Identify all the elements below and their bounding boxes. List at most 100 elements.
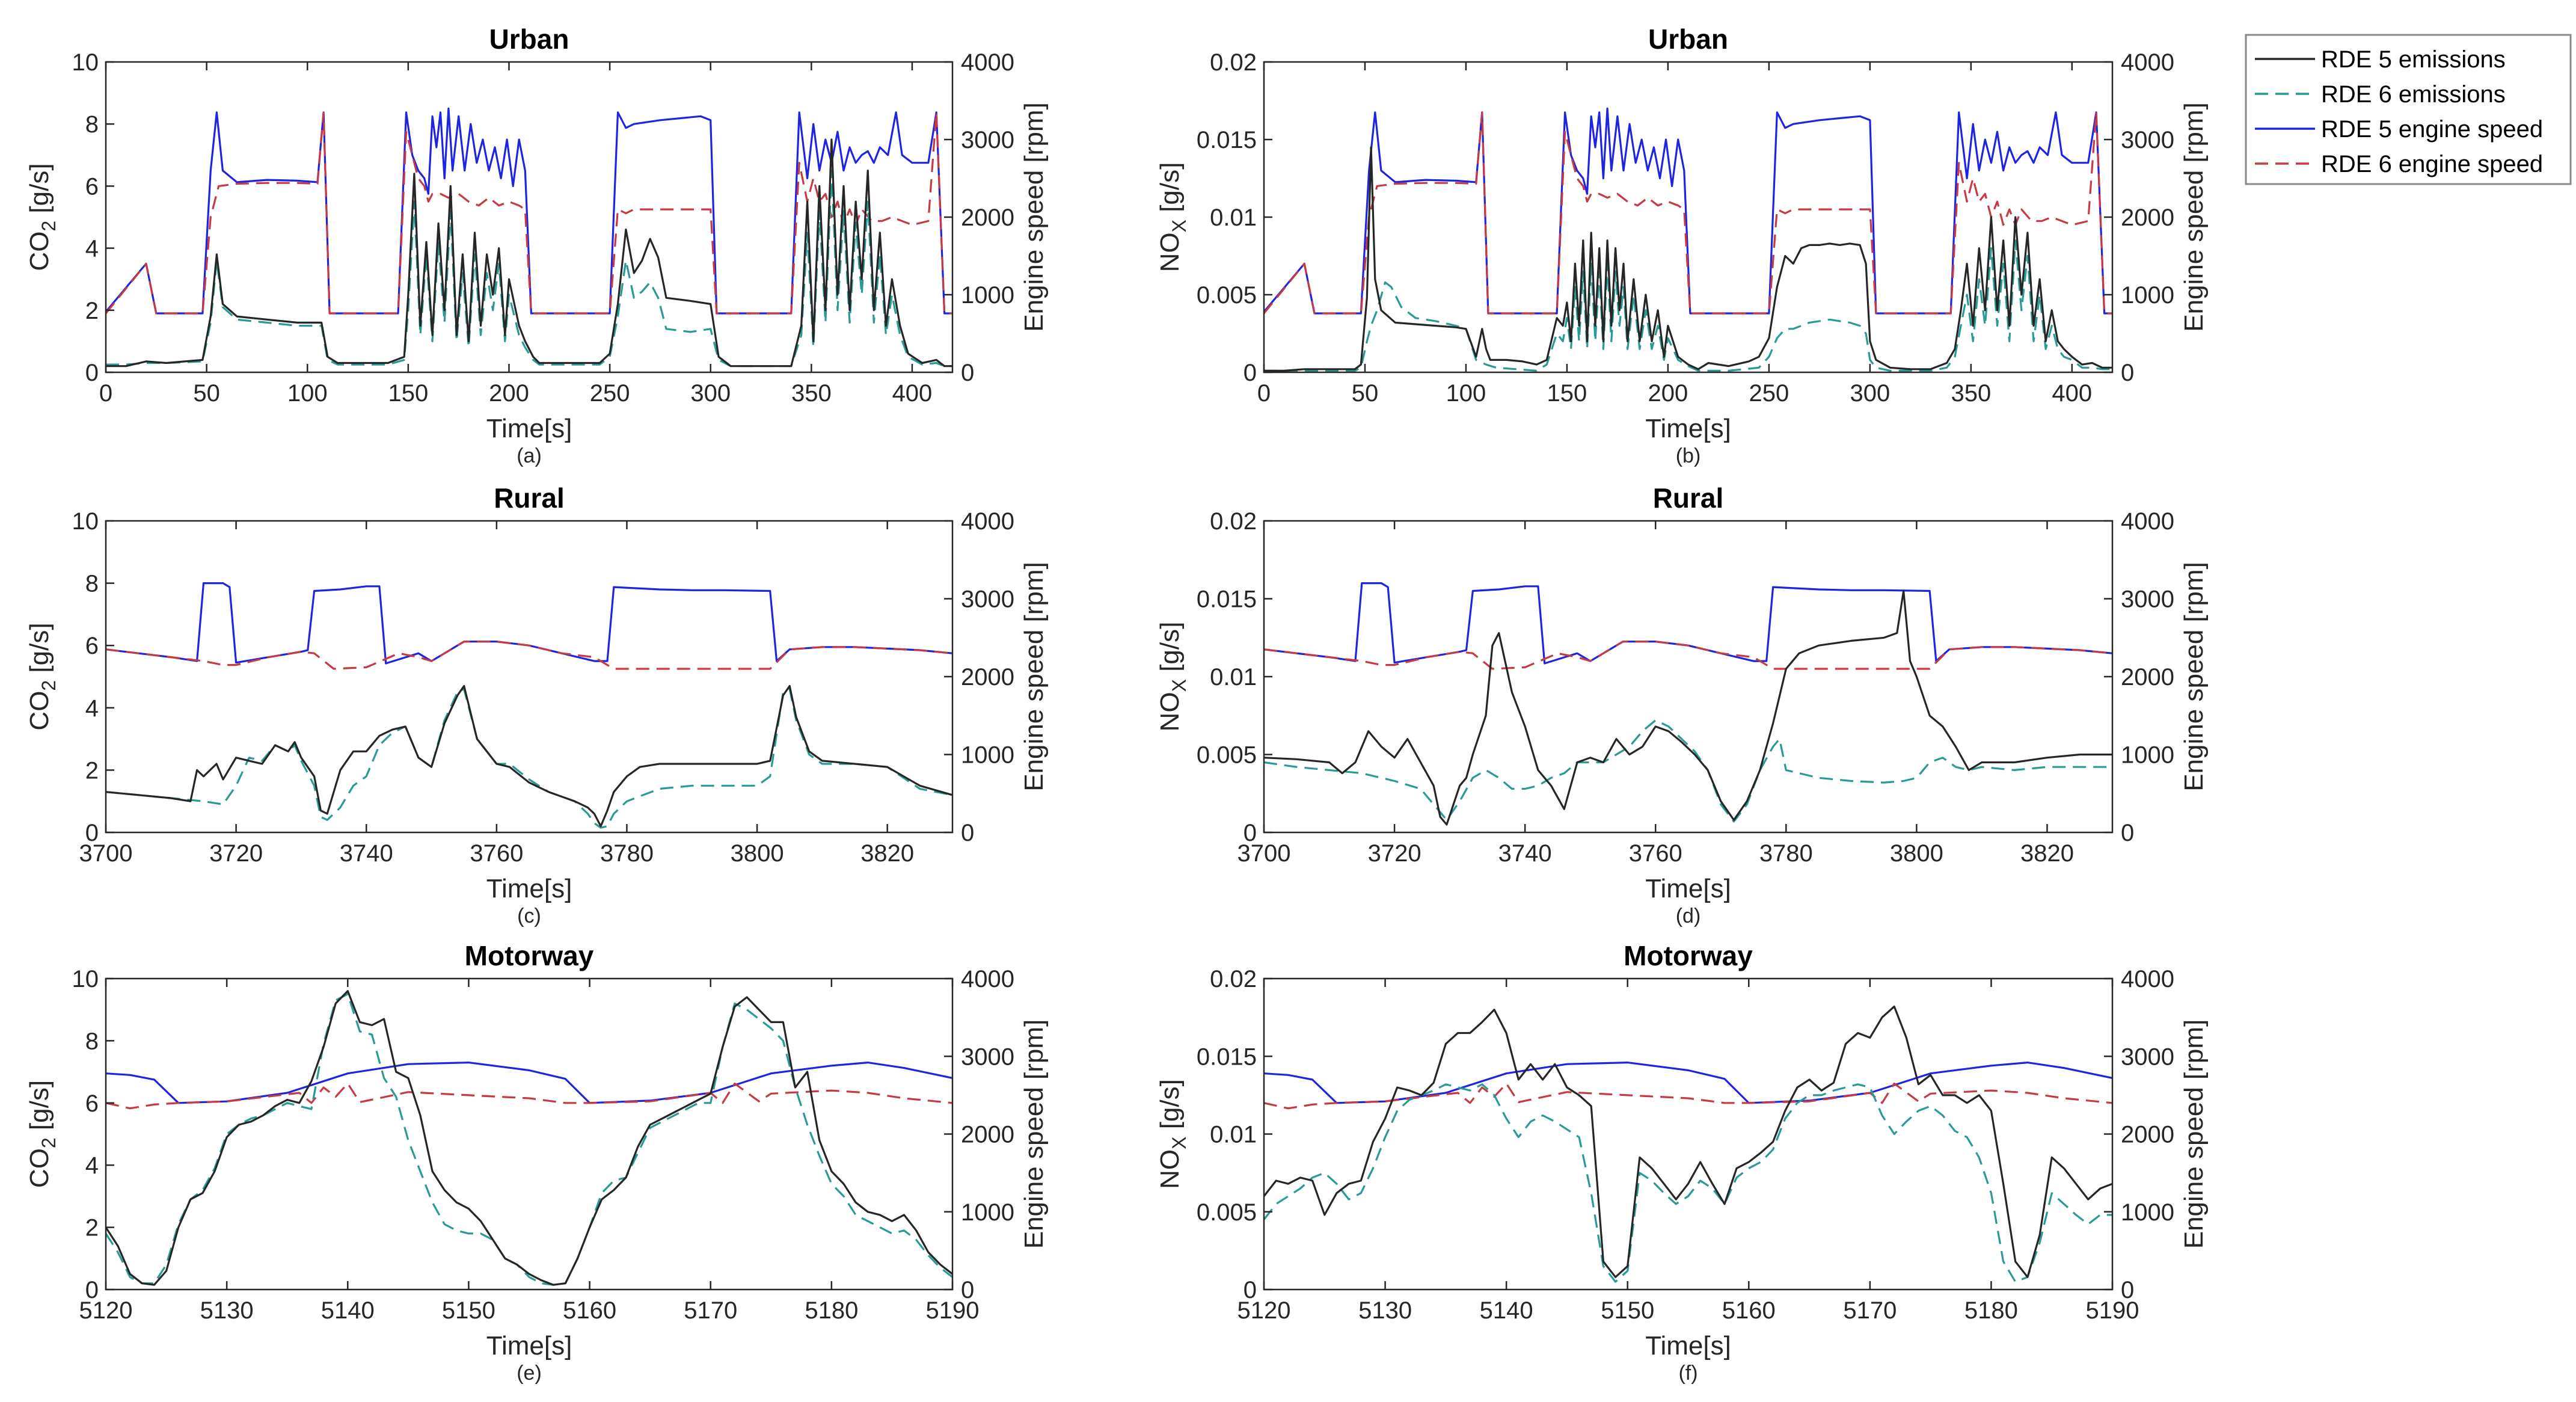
x-tick-label: 5130 [200,1297,254,1324]
plot-area [106,979,952,1290]
x-tick-label: 0 [1257,380,1271,407]
series-line-rde5-emissions [106,138,952,367]
x-axis-label: Time[s] [1645,874,1731,903]
series-line-rde6-emissions [106,993,952,1286]
y-tick-label-right: 0 [961,1277,974,1303]
x-tick-label: 3800 [731,840,784,867]
plot-area [1264,62,2112,372]
y-axis-label-right: Engine speed [rpm] [2179,102,2209,332]
y-tick-label-left: 0.01 [1210,204,1257,231]
series-line-rde6-emissions [1264,1083,2112,1283]
y-tick-label-left: 0 [1244,1277,1257,1303]
y-tick-label-right: 2000 [2121,204,2174,231]
series-line-rde6-engine-speed [106,1082,952,1110]
series-line-rde6-engine-speed [1264,641,2112,670]
y-tick-label-right: 3000 [961,586,1014,613]
x-tick-label: 5180 [1964,1297,2018,1324]
y-tick-label-left: 0.005 [1197,1199,1257,1226]
y-tick-label-right: 0 [2121,820,2134,846]
panels: 0 50 100 150 200 250 300 350 4000246810010002000… [25,23,2209,1385]
x-tick-label: 3800 [1890,840,1943,867]
x-tick-label: 400 [2052,380,2092,407]
x-tick-label: 5140 [1480,1297,1533,1324]
y-tick-label-left: 2 [85,757,99,784]
chart-title: Rural [494,482,565,514]
y-tick-label-left: 0 [1244,360,1257,386]
panel-f: 5120 5130 5140 5150 5160 5170 5180 519000.0050.… [1155,940,2209,1385]
y-tick-label-left: 6 [85,173,99,200]
y-tick-label-left: 0.005 [1197,742,1257,769]
x-tick-label: 300 [1850,380,1890,407]
series-line-rde6-emissions [1264,239,2112,372]
y-tick-label-right: 4000 [2121,508,2174,535]
x-tick-label: 5170 [1843,1297,1897,1324]
series-group [106,107,952,367]
x-tick-label: 350 [791,380,832,407]
y-tick-label-left: 0.015 [1197,586,1257,613]
chart-title: Motorway [1624,940,1753,971]
x-tick-label: 5190 [2086,1297,2139,1324]
x-axis-label: Time[s] [486,874,572,903]
y-tick-label-left: 4 [85,1152,99,1179]
y-tick-label-right: 3000 [961,1044,1014,1070]
x-tick-label: 5150 [1601,1297,1654,1324]
y-tick-label-right: 3000 [2121,586,2174,613]
chart-title: Motorway [465,940,594,971]
y-tick-label-right: 0 [961,820,974,846]
y-tick-label-right: 1000 [2121,282,2174,309]
y-tick-label-right: 0 [2121,1277,2134,1303]
x-tick-label: 3700 [79,840,133,867]
y-tick-label-right: 2000 [961,204,1014,231]
y-tick-label-left: 8 [85,1028,99,1054]
y-tick-label-left: 0 [1244,820,1257,846]
x-tick-label: 5190 [926,1297,980,1324]
panel-caption: (c) [517,905,541,927]
y-axis-label-left: NOX [g/s] [1155,162,1190,272]
x-tick-label: 5170 [684,1297,737,1324]
y-tick-label-left: 0.02 [1210,49,1257,76]
panel-d: 3700 3720 3740 3760 3780 3800 3820 0 0.005 0.01 0.… [1155,482,2209,927]
x-tick-label: 3780 [1759,840,1813,867]
y-tick-label-left: 4 [85,236,99,262]
y-tick-label-right: 4000 [2121,966,2174,992]
y-tick-label-left: 0.015 [1197,127,1257,153]
x-tick-label: 5180 [805,1297,858,1324]
legend-label-rde5-emissions: RDE 5 emissions [2321,46,2506,73]
x-tick-label: 150 [388,380,428,407]
y-axis-label-left: NOX [g/s] [1155,1079,1190,1189]
x-tick-label: 5120 [79,1297,133,1324]
y-tick-label-left: 8 [85,111,99,138]
x-tick-label: 3740 [340,840,393,867]
x-tick-label: 200 [489,380,529,407]
plot-area [106,62,952,372]
x-tick-label: 3720 [1368,840,1421,867]
y-tick-label-left: 0 [85,360,99,386]
y-tick-label-right: 4000 [961,508,1014,535]
series-line-rde6-engine-speed [106,641,952,670]
series-group [1264,107,2112,372]
x-tick-label: 5150 [442,1297,495,1324]
x-tick-label: 150 [1547,380,1587,407]
x-tick-label: 400 [892,380,933,407]
y-tick-label-left: 6 [85,1090,99,1117]
panel-b: 0 50 100 150 200 250 300 350 40000.0050.010.0150… [1155,23,2209,467]
y-tick-label-right: 4000 [961,49,1014,76]
x-tick-label: 5130 [1358,1297,1412,1324]
legend-item-rde6-engine-speed: RDE 6 engine speed [2255,151,2543,177]
y-tick-label-right: 1000 [961,1199,1014,1226]
y-axis-label-right: Engine speed [rpm] [1019,1019,1049,1249]
series-line-rde5-emissions [1264,589,2112,826]
series-group [106,582,952,829]
panel-c: 3700 3720 3740 3760 3780 3800 3820 0 2 4 6 8 10 0 1000… [25,482,1049,927]
series-line-rde5-emissions [1264,146,2112,372]
x-tick-label: 3760 [470,840,523,867]
x-tick-label: 5140 [321,1297,375,1324]
x-tick-label: 300 [690,380,731,407]
x-tick-label: 3700 [1237,840,1291,867]
x-tick-label: 0 [99,380,112,407]
series-group [106,990,952,1286]
series-line-rde5-emissions [1264,1005,2112,1278]
panel-caption: (d) [1676,905,1701,927]
series-group [1264,582,2112,826]
y-axis-label-left: CO2 [g/s] [25,163,60,271]
